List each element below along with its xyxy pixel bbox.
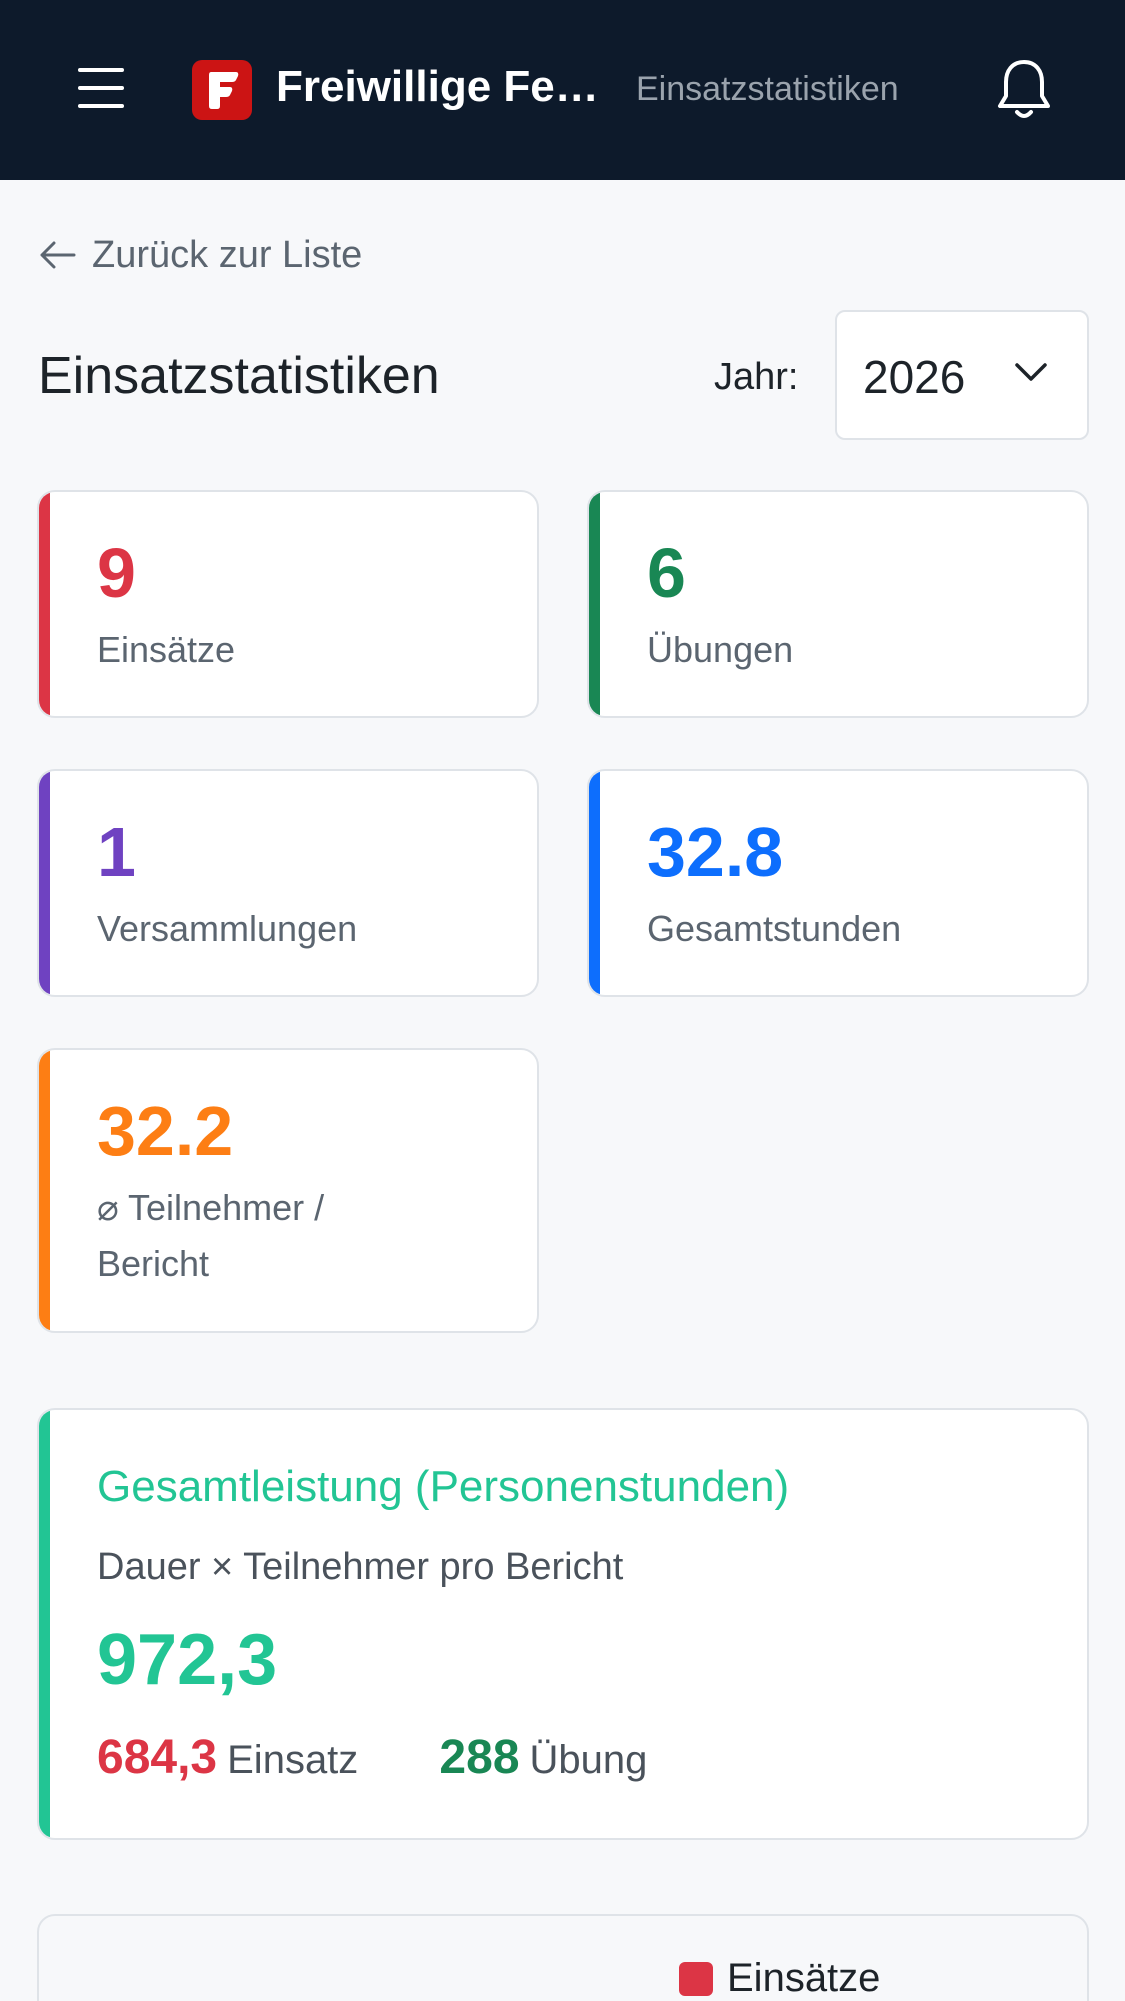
stat-card-teilnehmer: 32.2 ⌀ Teilnehmer / Bericht <box>37 1048 539 1333</box>
split-einsatz: 684,3 Einsatz <box>97 1730 358 1785</box>
hamburger-menu-icon[interactable] <box>78 68 124 108</box>
split-uebung: 288 Übung <box>439 1730 647 1785</box>
chart-legend-einsaetze[interactable]: Einsätze <box>679 1956 880 2001</box>
stat-label: Gesamtstunden <box>647 908 902 949</box>
summary-total: 972,3 <box>97 1620 278 1700</box>
chart-card: Einsätze <box>37 1914 1089 2001</box>
page-breadcrumb: Einsatzstatistiken <box>636 70 899 108</box>
stat-card-uebungen: 6 Übungen <box>587 490 1089 718</box>
year-label: Jahr: <box>714 356 799 398</box>
split-einsatz-label: Einsatz <box>227 1738 359 1782</box>
summary-card-personenstunden: Gesamtleistung (Personenstunden) Dauer ×… <box>37 1408 1089 1840</box>
stat-value: 6 <box>647 534 686 612</box>
stat-card-gesamtstunden: 32.8 Gesamtstunden <box>587 769 1089 997</box>
summary-split-row: 684,3 Einsatz 288 Übung <box>97 1730 647 1785</box>
legend-label: Einsätze <box>727 1956 881 2000</box>
top-navbar: Freiwillige Feuerwehr Einsatzstatistiken <box>0 0 1125 180</box>
notification-bell-icon[interactable] <box>994 56 1054 127</box>
app-logo[interactable] <box>192 60 252 120</box>
stat-value: 1 <box>97 813 136 891</box>
year-select[interactable]: 2026 <box>835 310 1089 440</box>
summary-subtitle: Dauer × Teilnehmer pro Bericht <box>97 1546 624 1588</box>
app-title[interactable]: Freiwillige Feuerwehr <box>276 62 606 111</box>
stat-label: ⌀ Teilnehmer / Bericht <box>97 1187 325 1284</box>
split-uebung-value: 288 <box>439 1731 520 1784</box>
stat-label: Einsätze <box>97 629 236 670</box>
summary-title: Gesamtleistung (Personenstunden) <box>97 1462 790 1511</box>
back-link-label: Zurück zur Liste <box>92 233 363 276</box>
stat-value: 32.2 <box>97 1092 234 1170</box>
page-title: Einsatzstatistiken <box>38 347 440 405</box>
back-to-list-link[interactable]: Zurück zur Liste <box>38 232 362 278</box>
stat-card-einsaetze: 9 Einsätze <box>37 490 539 718</box>
year-selected-value: 2026 <box>863 351 966 403</box>
chevron-down-icon <box>1015 363 1047 381</box>
stat-label: Versammlungen <box>97 908 358 949</box>
arrow-left-icon <box>40 241 76 269</box>
split-uebung-label: Übung <box>529 1738 648 1782</box>
stat-value: 9 <box>97 534 136 612</box>
stat-card-versammlungen: 1 Versammlungen <box>37 769 539 997</box>
stat-value: 32.8 <box>647 813 784 891</box>
split-einsatz-value: 684,3 <box>97 1731 218 1784</box>
stat-label: Übungen <box>647 629 794 670</box>
legend-swatch <box>679 1961 713 1996</box>
